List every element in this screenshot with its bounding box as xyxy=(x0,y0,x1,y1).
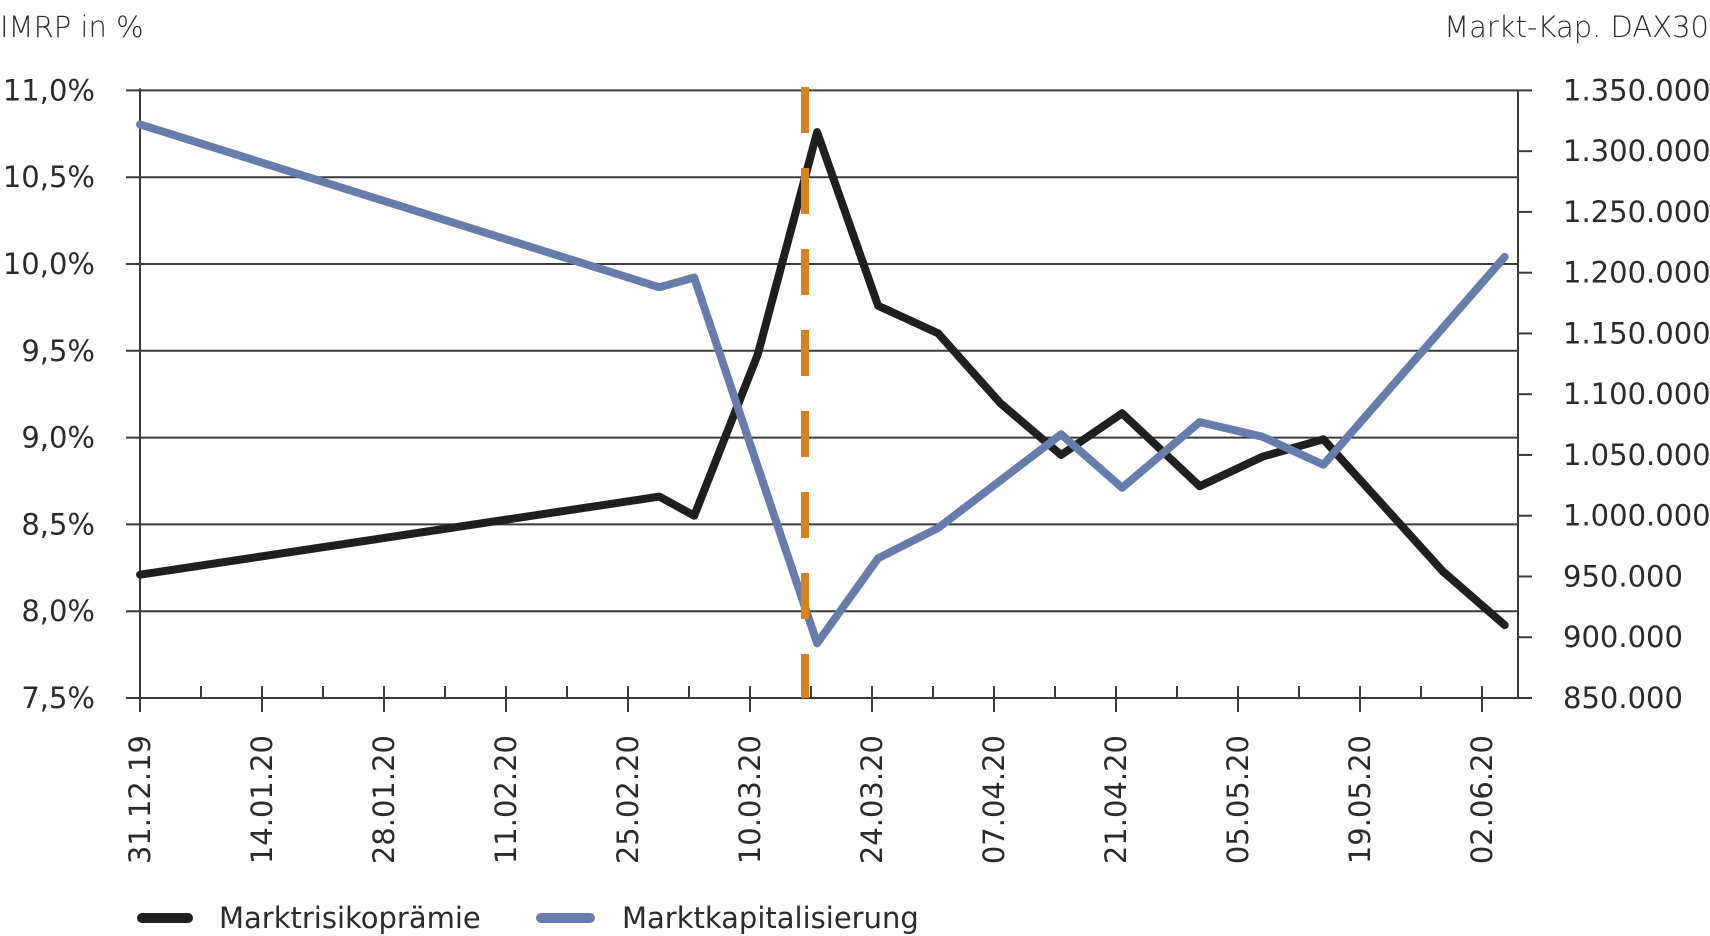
x-tick-label: 05.05.20 xyxy=(1221,735,1255,864)
x-tick-label: 25.02.20 xyxy=(611,735,645,864)
left-tick-label: 7,5% xyxy=(21,681,95,715)
right-tick-label: 1.150.000 xyxy=(1563,316,1710,350)
x-tick-label: 02.06.20 xyxy=(1465,735,1499,864)
legend: Marktrisikoprämie Marktkapitalisierung xyxy=(137,901,919,935)
right-tick-label: 1.050.000 xyxy=(1563,438,1710,472)
left-tick-label: 11,0% xyxy=(3,73,95,107)
plot-area xyxy=(136,120,1509,648)
x-axis: 31.12.19 14.01.20 28.01.20 11.02.20 25.02.20… xyxy=(123,686,1532,864)
x-tick-label: 11.02.20 xyxy=(489,735,523,864)
legend-item-marktkapitalisierung: Marktkapitalisierung xyxy=(536,901,919,935)
left-tick-label: 9,5% xyxy=(21,334,95,368)
x-tick-label: 19.05.20 xyxy=(1343,735,1377,864)
legend-label-marktrisikopraemie: Marktrisikoprämie xyxy=(219,901,481,935)
series-marktrisikopraemie xyxy=(136,128,1509,630)
right-tick-label: 1.250.000 xyxy=(1563,195,1710,229)
left-tick-label: 8,0% xyxy=(21,594,95,628)
x-tick-label: 24.03.20 xyxy=(855,735,889,864)
right-tick-label: 1.000.000 xyxy=(1563,499,1710,533)
left-tick-label: 8,5% xyxy=(21,507,95,541)
right-tick-label: 900.000 xyxy=(1563,620,1683,654)
left-axis-title: IMRP in % xyxy=(0,10,144,44)
right-tick-label: 1.300.000 xyxy=(1563,134,1710,168)
x-tick-label: 10.03.20 xyxy=(733,735,767,864)
left-tick-label: 10,5% xyxy=(3,160,95,194)
left-tick-label: 9,0% xyxy=(21,421,95,455)
series-marktkapitalisierung xyxy=(136,120,1509,648)
right-tick-label: 1.350.000 xyxy=(1563,73,1710,107)
right-tick-label: 1.200.000 xyxy=(1563,256,1710,290)
left-axis: 11,0% 10,5% 10,0% 9,5% 9,0% 8,5% 8,0% 7,5% xyxy=(3,73,141,715)
right-tick-label: 1.100.000 xyxy=(1563,377,1710,411)
legend-item-marktrisikopraemie: Marktrisikoprämie xyxy=(137,901,481,935)
right-tick-label: 950.000 xyxy=(1563,559,1683,593)
right-tick-label: 850.000 xyxy=(1563,681,1683,715)
x-tick-label: 07.04.20 xyxy=(977,735,1011,864)
left-tick-label: 10,0% xyxy=(3,247,95,281)
legend-label-marktkapitalisierung: Marktkapitalisierung xyxy=(622,901,919,935)
x-tick-label: 21.04.20 xyxy=(1099,735,1133,864)
x-tick-label: 28.01.20 xyxy=(367,735,401,864)
x-tick-label: 31.12.19 xyxy=(123,735,157,864)
gridlines xyxy=(126,89,1518,699)
right-axis-title: Markt-Kap. DAX30 xyxy=(1444,10,1709,44)
right-axis: 1.350.000 1.300.000 1.250.000 1.200.000 1.15… xyxy=(1517,73,1710,715)
x-tick-label: 14.01.20 xyxy=(245,735,279,864)
